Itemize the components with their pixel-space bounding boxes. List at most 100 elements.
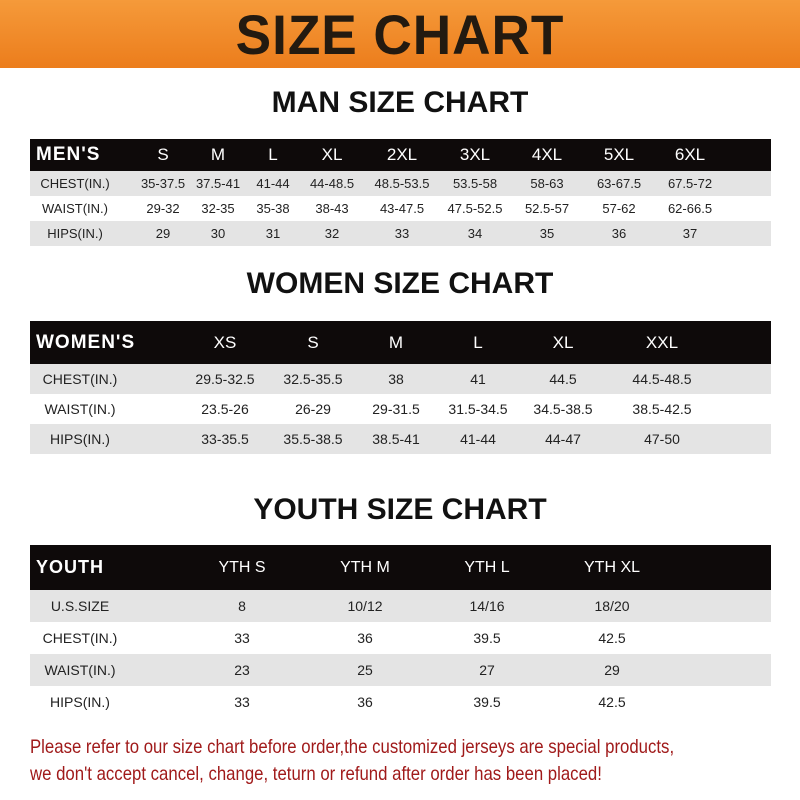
- table-cell: 10/12: [347, 598, 383, 614]
- row-label: HIPS(IN.): [47, 226, 103, 241]
- size-column-header: M: [210, 145, 226, 164]
- table-cell: 35.5-38.5: [283, 431, 343, 447]
- table-cell: 32.5-35.5: [283, 371, 343, 387]
- row-label: HIPS(IN.): [50, 431, 110, 447]
- table-cell: 8: [238, 598, 246, 614]
- size-chart-banner: SIZE CHART: [0, 0, 800, 68]
- table-corner-label: YOUTH: [36, 557, 104, 577]
- size-column-header: YTH XL: [583, 558, 641, 576]
- youth-size-chart-title: YOUTH SIZE CHART: [253, 493, 547, 526]
- row-label: WAIST(IN.): [44, 662, 116, 678]
- table-cell: 32-35: [201, 201, 235, 216]
- disclaimer-note: Please refer to our size chart before or…: [30, 734, 684, 788]
- table-cell: 67.5-72: [667, 176, 713, 191]
- table-cell: 31.5-34.5: [448, 401, 508, 417]
- table-cell: 34.5-38.5: [533, 401, 593, 417]
- table-cell: 47.5-52.5: [447, 201, 503, 216]
- table-cell: 25: [357, 662, 373, 678]
- size-column-header: YTH M: [340, 558, 390, 576]
- table-row: WAIST(IN.) 29-32 32-35 35-38 38-43 43-47.5 47.…: [30, 196, 771, 221]
- size-column-header: M: [388, 332, 404, 352]
- table-row: CHEST(IN.) 35-37.5 37.5-41 41-44 44-48.5 48.5…: [30, 171, 771, 196]
- disclaimer-line-1: Please refer to our size chart before or…: [30, 736, 675, 758]
- row-label: CHEST(IN.): [40, 176, 110, 191]
- size-column-header: XL: [552, 332, 574, 352]
- table-cell: 41: [470, 371, 486, 387]
- table-cell: 39.5: [473, 694, 501, 710]
- man-size-table: MEN'S S M L XL 2XL 3XL 4XL 5XL 6XL CHEST(IN.) 35-37…: [30, 139, 771, 246]
- table-cell: 33: [234, 630, 250, 646]
- table-row: HIPS(IN.) 33-35.5 35.5-38.5 38.5-41 41-44 44-…: [30, 424, 771, 454]
- table-cell: 29.5-32.5: [195, 371, 255, 387]
- table-cell: 35-37.5: [140, 176, 186, 191]
- size-column-header: YTH L: [464, 558, 510, 576]
- size-column-header: S: [307, 332, 319, 352]
- size-column-header: S: [157, 145, 169, 164]
- youth-size-table: YOUTH YTH S YTH M YTH L YTH XL U.S.SIZE 8 10/12…: [30, 545, 771, 718]
- table-row: WAIST(IN.) 23.5-26 26-29 29-31.5 31.5-34.5 34…: [30, 394, 771, 424]
- size-column-header: YTH S: [218, 558, 266, 576]
- size-column-header: L: [268, 145, 278, 164]
- men-table-header: MEN'S S M L XL 2XL 3XL 4XL 5XL 6XL: [30, 139, 771, 171]
- table-row: HIPS(IN.) 33 36 39.5 42.5: [30, 686, 771, 718]
- table-cell: 47-50: [644, 431, 680, 447]
- table-cell: 29-31.5: [372, 401, 420, 417]
- youth-table-header: YOUTH YTH S YTH M YTH L YTH XL: [30, 545, 771, 590]
- table-cell: 44.5-48.5: [632, 371, 692, 387]
- table-cell: 30: [210, 226, 226, 241]
- table-corner-label: MEN'S: [36, 144, 101, 165]
- size-column-header: 3XL: [459, 145, 491, 164]
- table-cell: 33-35.5: [201, 431, 249, 447]
- table-cell: 33: [234, 694, 250, 710]
- table-cell: 36: [611, 226, 627, 241]
- table-cell: 44-48.5: [309, 176, 355, 191]
- row-label: CHEST(IN.): [42, 630, 118, 646]
- size-column-header: 5XL: [603, 145, 635, 164]
- table-cell: 35-38: [256, 201, 290, 216]
- row-label: WAIST(IN.): [42, 201, 108, 216]
- table-cell: 27: [479, 662, 495, 678]
- size-column-header: 6XL: [674, 145, 706, 164]
- row-label: CHEST(IN.): [42, 371, 118, 387]
- table-cell: 35: [539, 226, 555, 241]
- size-column-header: XL: [321, 145, 343, 164]
- women-size-table: WOMEN'S XS S M L XL XXL CHEST(IN.) 29.5-32.5 32.5…: [30, 321, 771, 454]
- table-cell: 42.5: [598, 694, 626, 710]
- table-cell: 32: [324, 226, 340, 241]
- table-cell: 34: [467, 226, 483, 241]
- table-row: U.S.SIZE 8 10/12 14/16 18/20: [30, 590, 771, 622]
- size-column-header: L: [473, 332, 483, 352]
- table-cell: 29: [155, 226, 171, 241]
- banner-title: SIZE CHART: [235, 2, 565, 66]
- table-cell: 63-67.5: [596, 176, 642, 191]
- row-label: HIPS(IN.): [50, 694, 110, 710]
- table-cell: 38-43: [315, 201, 349, 216]
- table-cell: 23: [234, 662, 250, 678]
- table-cell: 37: [682, 226, 698, 241]
- table-row: CHEST(IN.) 33 36 39.5 42.5: [30, 622, 771, 654]
- table-cell: 36: [357, 630, 373, 646]
- table-cell: 39.5: [473, 630, 501, 646]
- women-table-header: WOMEN'S XS S M L XL XXL: [30, 321, 771, 364]
- man-size-chart-title: MAN SIZE CHART: [271, 86, 529, 119]
- table-cell: 41-44: [256, 176, 290, 191]
- row-label: WAIST(IN.): [44, 401, 116, 417]
- table-cell: 38.5-42.5: [632, 401, 692, 417]
- table-cell: 26-29: [295, 401, 331, 417]
- table-cell: 58-63: [530, 176, 564, 191]
- table-cell: 53.5-58: [452, 176, 498, 191]
- table-cell: 44.5: [549, 371, 577, 387]
- table-row: WAIST(IN.) 23 25 27 29: [30, 654, 771, 686]
- table-cell: 44-47: [545, 431, 581, 447]
- table-cell: 38: [388, 371, 404, 387]
- table-cell: 18/20: [594, 598, 630, 614]
- table-cell: 37.5-41: [195, 176, 241, 191]
- disclaimer-line-2: we don't accept cancel, change, teturn o…: [30, 763, 602, 785]
- table-cell: 31: [265, 226, 281, 241]
- table-cell: 14/16: [469, 598, 505, 614]
- table-cell: 38.5-41: [372, 431, 420, 447]
- size-column-header: 2XL: [386, 145, 418, 164]
- table-cell: 36: [357, 694, 373, 710]
- table-cell: 52.5-57: [524, 201, 570, 216]
- table-cell: 41-44: [460, 431, 496, 447]
